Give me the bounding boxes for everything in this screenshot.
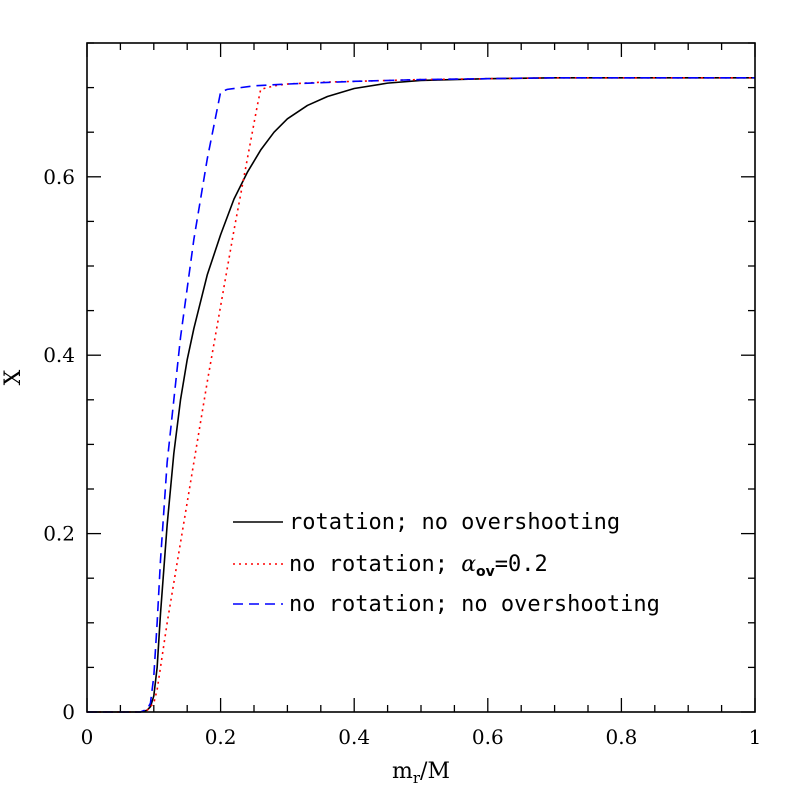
y-tick-label: 0.6 xyxy=(43,165,75,189)
legend-label-no-rotation-alpha-ov: no rotation; αov=0.2 xyxy=(289,552,548,580)
x-tick-label: 1 xyxy=(749,725,762,749)
legend-label-no-rotation-no-overshooting: no rotation; no overshooting xyxy=(289,592,660,617)
legend-label-alpha-sub: ov xyxy=(476,564,495,580)
series-line-rotation-no-overshooting xyxy=(87,76,755,713)
y-axis-label: X xyxy=(1,369,26,385)
legend-label-rotation-no-overshooting: rotation; no overshooting xyxy=(289,510,620,535)
x-axis-label-main: m xyxy=(392,759,413,784)
legend-label-alpha-symbol: α xyxy=(461,552,476,577)
x-tick-label: 0.2 xyxy=(205,725,237,749)
y-tick-label: 0.2 xyxy=(43,522,75,546)
legend-label-alpha-suffix: =0.2 xyxy=(495,552,548,577)
series-lines xyxy=(87,76,755,713)
x-tick-label: 0.6 xyxy=(472,725,504,749)
x-axis-label-sub: r xyxy=(413,769,421,787)
axis-tick-labels: 0 0.2 0.4 0.6 0.8 1 0 0.2 0.4 0.6 xyxy=(43,165,761,749)
legend: rotation; no overshooting no rotation; α… xyxy=(233,510,660,617)
x-tick-label: 0.8 xyxy=(605,725,637,749)
x-tick-label: 0.4 xyxy=(338,725,370,749)
plot-frame xyxy=(86,42,756,713)
series-line-no-rotation-no-overshooting xyxy=(87,76,755,713)
x-tick-label: 0 xyxy=(81,725,94,749)
y-tick-label: 0 xyxy=(62,700,75,724)
x-axis-label: mr/M xyxy=(392,759,450,787)
x-axis-label-suffix: /M xyxy=(420,759,450,784)
legend-label-prefix: no rotation; xyxy=(289,552,461,577)
y-tick-label: 0.4 xyxy=(43,343,75,367)
axis-ticks xyxy=(86,42,756,713)
